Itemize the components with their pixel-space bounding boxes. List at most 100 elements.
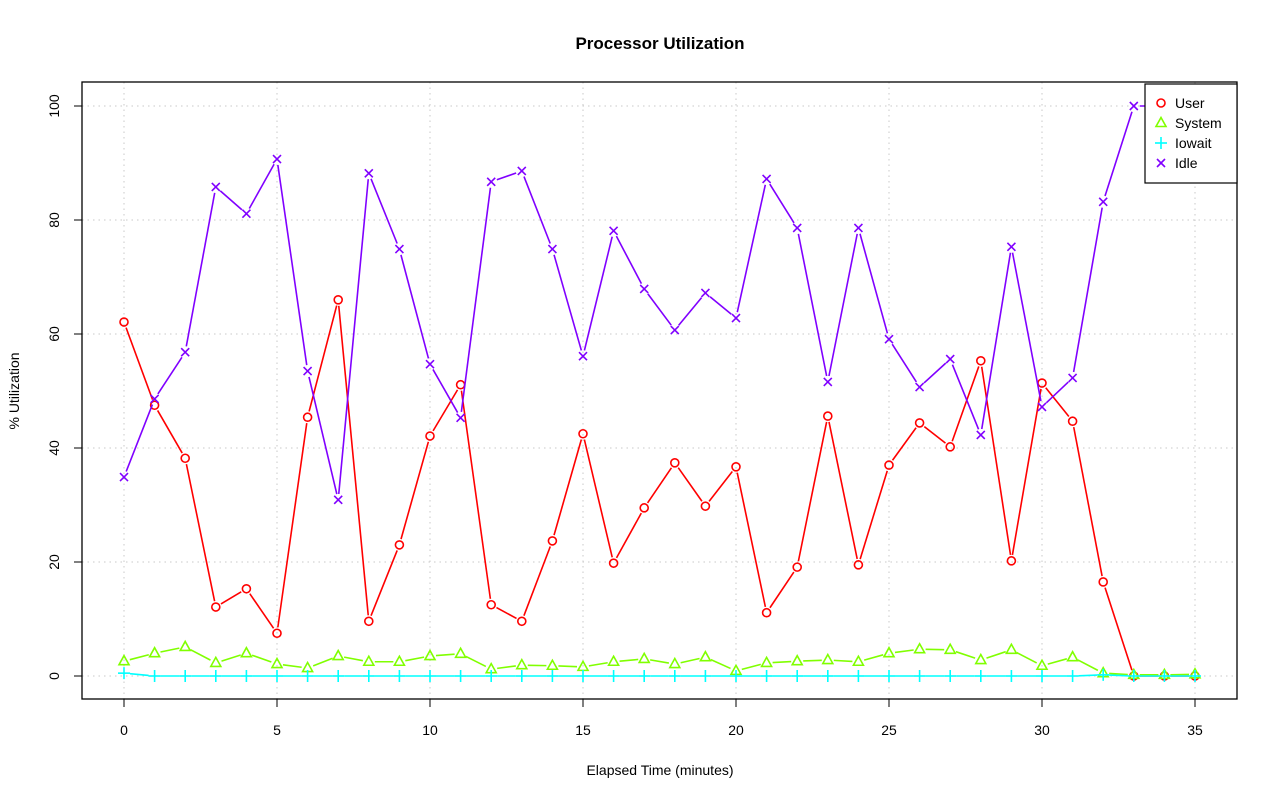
system-data-point: [668, 656, 682, 669]
system-line-segment: [343, 656, 364, 662]
triangle-marker: [882, 646, 896, 658]
legend-marker-user: [1156, 98, 1166, 108]
user-line-segment: [1072, 426, 1103, 577]
iowait-data-point: [118, 667, 130, 680]
triangle-marker: [393, 654, 406, 667]
idle-line-segment: [736, 184, 767, 313]
idle-line-segment: [277, 164, 308, 366]
legend-marker-iowait: [1155, 137, 1167, 149]
idle-line-segment: [583, 236, 613, 351]
user-line-segment: [432, 389, 459, 432]
y-tick-label: 60: [46, 326, 62, 342]
system-line-segment: [680, 657, 700, 664]
iowait-data-point: [913, 670, 926, 682]
iowait-data-point: [577, 670, 589, 682]
cross-b: [1068, 373, 1078, 383]
cross-b: [150, 394, 160, 404]
idle-line-segment: [859, 233, 889, 334]
legend-marker-system: [1154, 115, 1168, 128]
system-line-segment: [619, 658, 639, 662]
cross-b: [1156, 158, 1166, 168]
user-data-point: [700, 501, 711, 511]
user-line-segment: [708, 471, 733, 502]
triangle-marker: [1035, 658, 1049, 671]
user-line-segment: [1011, 388, 1042, 556]
user-line-segment: [615, 512, 642, 559]
circle-marker: [975, 355, 986, 366]
series-user: [119, 294, 1200, 681]
iowait-line-segment: [129, 672, 149, 677]
system-data-point: [362, 654, 376, 667]
iowait-data-point: [883, 670, 895, 682]
cross-b: [731, 313, 741, 323]
system-line-segment: [558, 665, 578, 668]
cross-b: [241, 209, 251, 219]
triangle-marker: [1005, 642, 1018, 655]
idle-data-point: [639, 284, 649, 294]
idle-line-segment: [432, 369, 459, 413]
iowait-data-point: [668, 670, 681, 682]
idle-line-segment: [1072, 207, 1103, 373]
system-line-segment: [649, 659, 670, 664]
user-data-point: [945, 442, 956, 452]
triangle-marker: [668, 656, 682, 669]
triangle-marker: [974, 652, 988, 665]
user-line-segment: [125, 327, 154, 400]
idle-data-point: [150, 394, 160, 404]
idle-data-point: [945, 354, 955, 364]
iowait-data-point: [515, 670, 528, 682]
x-axis-label: Elapsed Time (minutes): [586, 762, 733, 778]
idle-line-segment: [797, 233, 828, 377]
idle-line-segment: [980, 252, 1012, 430]
user-line-segment: [797, 421, 828, 562]
x-tick-label: 20: [728, 722, 744, 738]
cross-b: [517, 166, 527, 176]
idle-data-point: [670, 325, 680, 335]
circle-marker: [761, 607, 772, 618]
iowait-data-point: [1127, 670, 1140, 682]
iowait-data-point: [332, 670, 345, 682]
system-data-point: [393, 654, 406, 667]
system-data-point: [270, 656, 284, 669]
system-data-point: [1066, 650, 1079, 662]
user-line-segment: [496, 606, 517, 620]
idle-data-point: [762, 174, 772, 184]
idle-data-point: [731, 313, 741, 323]
system-line-segment: [894, 649, 914, 654]
system-line-segment: [405, 656, 425, 662]
idle-data-point: [241, 209, 251, 219]
user-line-segment: [951, 366, 980, 442]
idle-line-segment: [337, 179, 370, 494]
user-line-segment: [185, 463, 216, 602]
system-data-point: [423, 648, 437, 661]
triangle-marker: [943, 642, 957, 655]
legend-label-system: System: [1175, 115, 1222, 131]
user-data-point: [914, 418, 925, 428]
idle-data-point: [578, 351, 588, 361]
system-data-point: [882, 646, 896, 658]
idle-line-segment: [496, 172, 517, 181]
triangle-marker: [546, 658, 559, 671]
y-tick-label: 20: [46, 554, 62, 570]
system-data-point: [790, 654, 804, 666]
cross-b: [180, 347, 190, 357]
iowait-data-point: [944, 670, 957, 682]
system-data-point: [974, 652, 988, 665]
system-line-segment: [312, 657, 333, 667]
idle-data-point: [456, 413, 466, 423]
triangle-marker: [362, 654, 376, 667]
idle-data-point: [976, 430, 986, 440]
user-line-segment: [460, 390, 492, 599]
system-line-segment: [251, 654, 272, 663]
idle-line-segment: [553, 254, 583, 351]
grid: [82, 82, 1237, 699]
triangle-marker: [852, 654, 865, 667]
system-data-point: [331, 648, 345, 661]
plot-frame: [81, 81, 1238, 700]
user-line-segment: [646, 467, 673, 504]
idle-line-segment: [370, 178, 398, 244]
cross-b: [700, 288, 710, 298]
triangle-marker: [423, 648, 437, 661]
user-data-point: [547, 536, 558, 546]
